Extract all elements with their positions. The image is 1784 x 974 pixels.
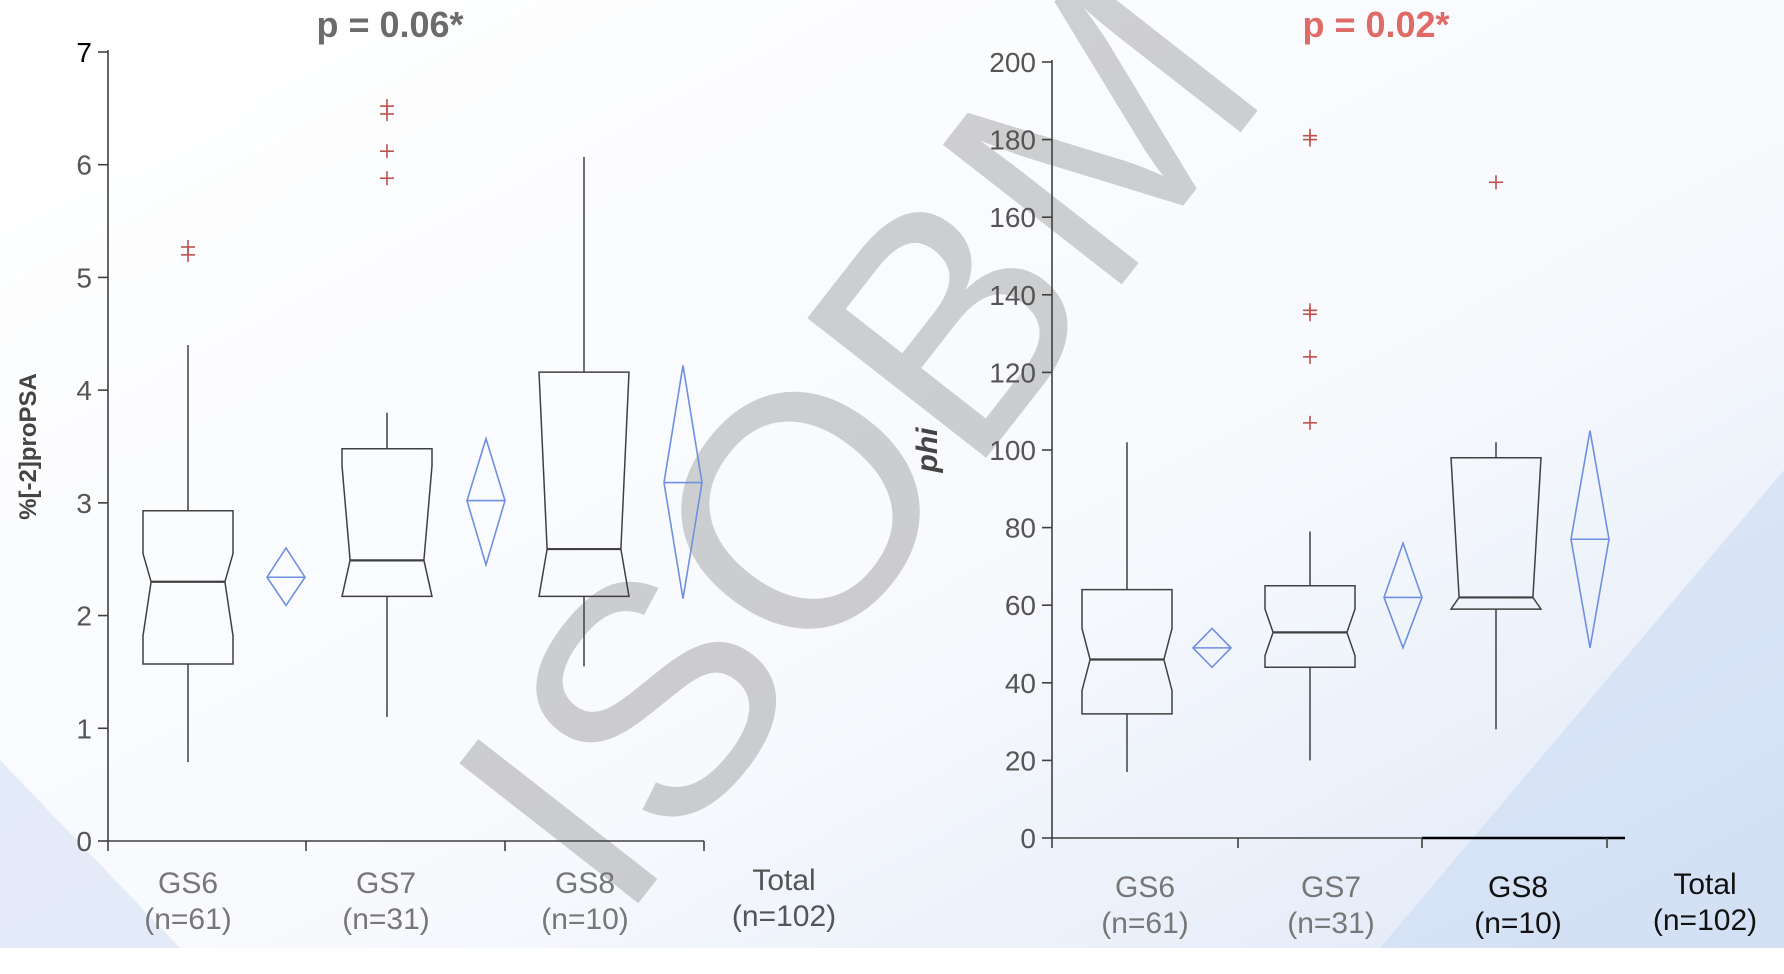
chart-title: p = 0.06* bbox=[316, 4, 463, 45]
category-label: Total bbox=[752, 864, 815, 897]
background bbox=[0, 0, 1784, 948]
box-GS6 bbox=[142, 239, 234, 763]
category-label: (n=61) bbox=[1101, 907, 1189, 940]
category-label: (n=102) bbox=[1653, 904, 1757, 937]
category-label: (n=31) bbox=[342, 903, 430, 936]
category-label: GS8 bbox=[1488, 871, 1548, 904]
y-tick-label: 3 bbox=[76, 488, 92, 519]
category-label: GS8 bbox=[555, 867, 615, 900]
mean-diamond-GS7 bbox=[1383, 540, 1423, 651]
y-tick-label: 20 bbox=[1005, 745, 1036, 776]
box-GS7 bbox=[1264, 128, 1356, 761]
box-GS7 bbox=[341, 99, 433, 718]
y-tick-label: 0 bbox=[1020, 823, 1036, 854]
y-tick-label: 1 bbox=[76, 713, 92, 744]
y-axis-label: phi bbox=[911, 427, 944, 474]
diamond-shape bbox=[1383, 540, 1423, 651]
chart-title: p = 0.02* bbox=[1302, 4, 1449, 45]
y-tick-label: 200 bbox=[989, 47, 1036, 78]
category-label: GS7 bbox=[356, 867, 416, 900]
notched-box bbox=[1449, 457, 1543, 610]
mean-diamond-GS8 bbox=[1570, 430, 1610, 649]
y-axis-label: %[-2]proPSA bbox=[15, 373, 42, 520]
mean-diamond-GS6 bbox=[266, 546, 306, 607]
diamond-shape bbox=[663, 365, 703, 599]
mean-diamond-GS8 bbox=[663, 365, 703, 599]
category-label: (n=10) bbox=[1474, 907, 1562, 940]
y-tick-label: 2 bbox=[76, 601, 92, 632]
notched-box bbox=[341, 448, 433, 598]
diamond-shape bbox=[266, 546, 306, 607]
notched-box bbox=[538, 371, 630, 598]
corner-decoration-right bbox=[1380, 470, 1784, 948]
mean-diamond-GS7 bbox=[466, 435, 506, 568]
chart-1: p = 0.06* 0 1 2 3 4 5 6 7 %[-2]proPSA GS6(n=61) GS7… bbox=[15, 4, 836, 936]
y-tick-label: 5 bbox=[76, 262, 92, 293]
diamond-shape bbox=[1570, 430, 1610, 649]
category-label: GS7 bbox=[1301, 871, 1361, 904]
y-tick-label: 4 bbox=[76, 375, 92, 406]
boxplot-figure: p = 0.06*01234567%[-2]proPSAGS6(n=61)GS7… bbox=[15, 4, 1757, 940]
chart-2: p = 0.02* 0 20 40 60 80 100 120 140 160 180 200 phi G… bbox=[911, 4, 1757, 940]
y-tick-label: 40 bbox=[1005, 668, 1036, 699]
corner-decoration-left bbox=[0, 760, 180, 948]
category-label: Total bbox=[1673, 868, 1736, 901]
box-GS6 bbox=[1081, 442, 1173, 773]
y-tick-label: 160 bbox=[989, 202, 1036, 233]
category-label: GS6 bbox=[1115, 871, 1175, 904]
y-tick-label: 80 bbox=[1005, 513, 1036, 544]
y-tick-label: 180 bbox=[989, 125, 1036, 156]
category-label: GS6 bbox=[158, 867, 218, 900]
notched-box bbox=[1264, 585, 1356, 669]
box-GS8 bbox=[1449, 175, 1543, 730]
category-label: (n=10) bbox=[541, 903, 629, 936]
diamond-shape bbox=[1191, 627, 1233, 669]
mean-diamond-GS6 bbox=[1191, 627, 1233, 669]
y-tick-label: 7 bbox=[76, 37, 92, 68]
y-tick-label: 120 bbox=[989, 357, 1036, 388]
y-tick-label: 140 bbox=[989, 280, 1036, 311]
diamond-shape bbox=[466, 435, 506, 568]
category-label: (n=102) bbox=[732, 900, 836, 933]
y-tick-label: 0 bbox=[76, 826, 92, 857]
box-GS8 bbox=[538, 156, 630, 667]
y-tick-label: 6 bbox=[76, 150, 92, 181]
notched-box bbox=[1081, 588, 1173, 715]
y-tick-label: 100 bbox=[989, 435, 1036, 466]
category-label: (n=31) bbox=[1287, 907, 1375, 940]
y-tick-label: 60 bbox=[1005, 590, 1036, 621]
category-label: (n=61) bbox=[144, 903, 232, 936]
notched-box bbox=[142, 509, 234, 665]
